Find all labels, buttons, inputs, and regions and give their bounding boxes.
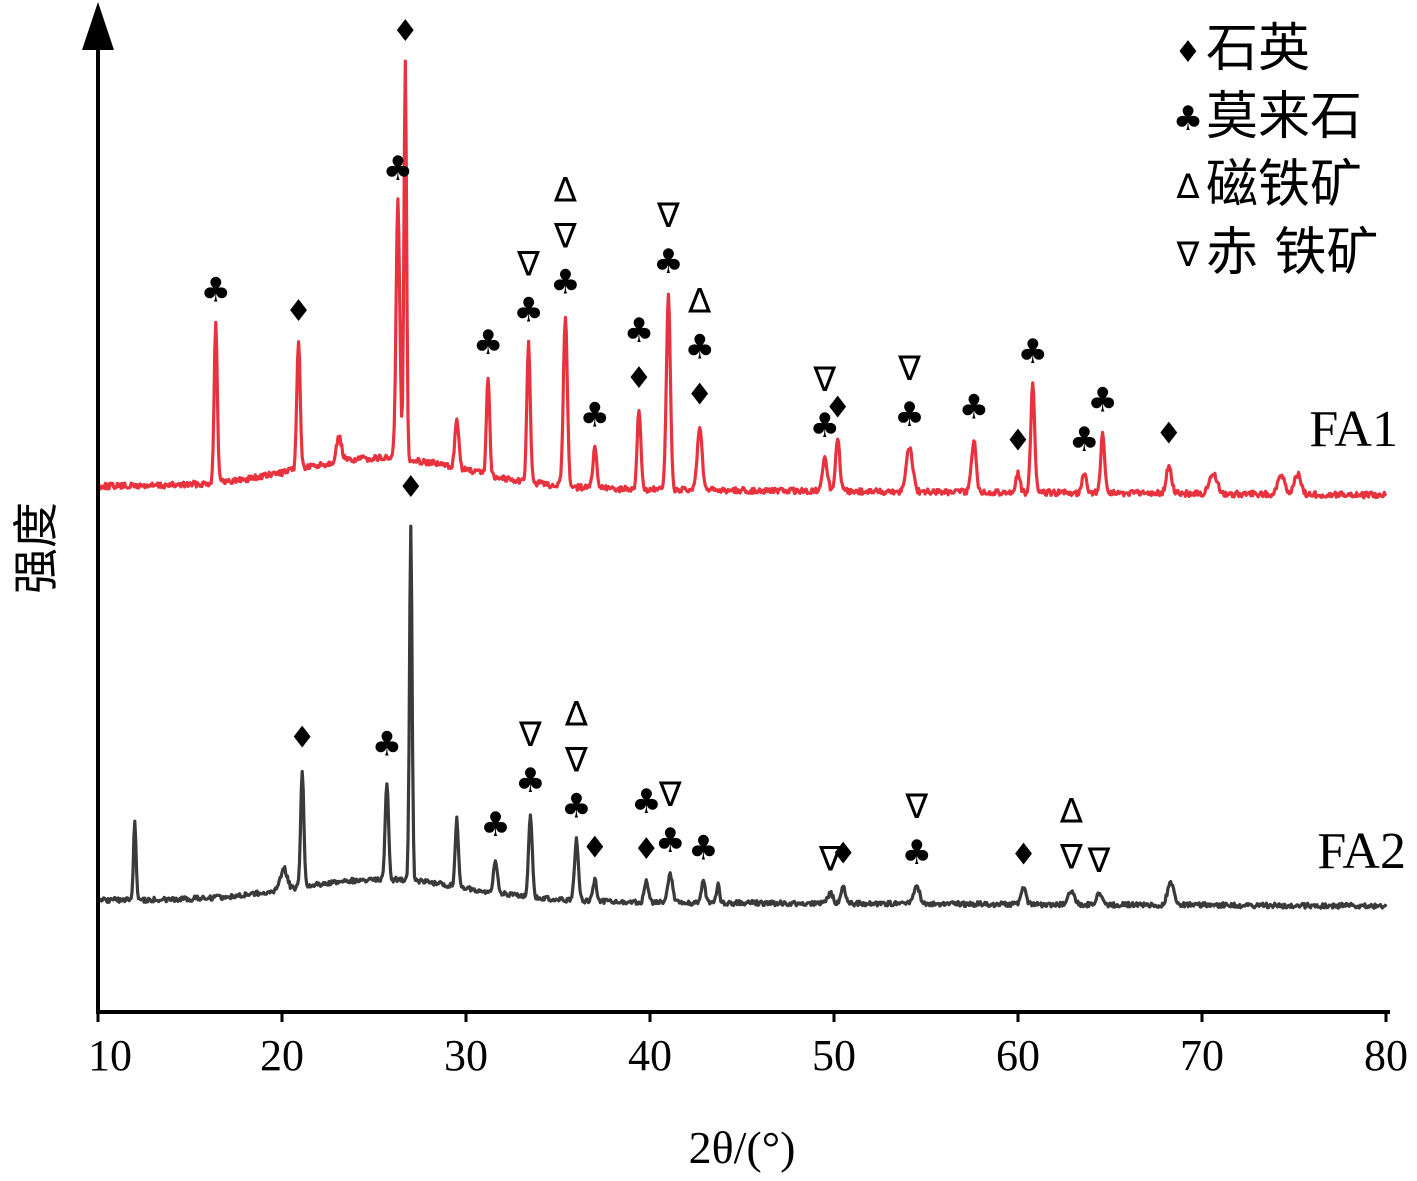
peak-marker: ♣ — [1087, 380, 1117, 420]
peak-marker: ♣ — [1017, 332, 1047, 372]
peak-marker: ♦ — [626, 361, 653, 396]
peak-marker: ∇ — [904, 787, 928, 827]
peak-marker: ♦ — [824, 390, 851, 425]
peak-marker: ♣ — [372, 724, 402, 764]
peak-marker: ♦ — [392, 14, 419, 49]
peak-marker: ♣ — [515, 761, 545, 801]
peak-marker: ♣ — [894, 395, 924, 435]
peak-marker: ∇ — [1087, 841, 1111, 881]
x-tick-label: 80 — [1364, 1031, 1408, 1080]
series-line-fa1 — [96, 59, 1388, 500]
peak-marker: ∇ — [553, 216, 577, 256]
peak-marker: ∆ — [687, 281, 711, 321]
peak-marker: ♦ — [686, 377, 713, 412]
legend-label: 莫来石 — [1206, 87, 1362, 147]
legend-symbol-icon: ∆ — [1176, 167, 1200, 207]
x-tick-label: 70 — [1180, 1031, 1224, 1080]
peak-marker: ∇ — [656, 196, 680, 236]
legend-label: 磁铁矿 — [1206, 155, 1362, 215]
x-tick-label: 60 — [996, 1031, 1040, 1080]
peak-marker: ♣ — [201, 271, 231, 311]
peak-marker: ♣ — [561, 787, 591, 827]
peak-marker: ∇ — [658, 775, 682, 815]
peak-marker: ♣ — [1069, 420, 1099, 460]
peak-marker: ♣ — [653, 242, 683, 282]
legend: ♦ 石英♣ 莫来石∆ 磁铁矿∇ 赤 铁矿 — [1173, 19, 1379, 283]
peak-marker: ♣ — [383, 149, 413, 189]
peak-marker: ∆ — [1059, 791, 1083, 831]
peak-marker: ∇ — [516, 244, 540, 284]
peak-marker: ∇ — [518, 715, 542, 755]
peak-marker: ♣ — [624, 311, 654, 351]
series-label-fa2: FA2 — [1317, 823, 1406, 880]
peak-markers: ♣♦♣♦♣♣∇ ♣∇∆♣♦♣♣∇♦♣∆♣∇♦ ♣∇♣♦♣♣♣♦♦ ♣♦♣♣∇♣∇∆♦ ♦… — [201, 14, 1183, 881]
y-axis-title: 强度 — [9, 502, 63, 594]
peak-marker: ♦ — [1005, 424, 1032, 459]
peak-marker: ♣ — [810, 406, 840, 446]
x-tick-label: 20 — [260, 1031, 304, 1080]
x-tick-label: 30 — [444, 1031, 488, 1080]
peak-marker: ♦ — [397, 470, 424, 505]
peak-marker: ♣ — [473, 323, 503, 363]
y-axis-arrow-icon — [82, 2, 114, 50]
peak-marker: ♣ — [513, 290, 543, 330]
legend-symbol-icon: ∇ — [1176, 235, 1200, 275]
peak-marker: ♣ — [631, 782, 661, 822]
x-tick-label: 40 — [628, 1031, 672, 1080]
peak-marker: ♣ — [902, 833, 932, 873]
peak-marker: ♦ — [289, 720, 316, 755]
x-tick-label: 10 — [88, 1031, 132, 1080]
legend-symbol-icon: ♦ — [1175, 35, 1202, 70]
plot-area: FA1 FA2 — [96, 59, 1406, 910]
legend-label: 赤 铁矿 — [1206, 223, 1379, 283]
peak-marker: ♦ — [633, 832, 660, 867]
peak-marker: ♦ — [830, 837, 857, 872]
peak-marker: ♦ — [581, 831, 608, 866]
x-tick-label: 50 — [812, 1031, 856, 1080]
peak-marker: ♣ — [959, 387, 989, 427]
axes — [82, 2, 1390, 1014]
peak-marker: ∇ — [1059, 837, 1083, 877]
peak-marker: ♣ — [688, 828, 718, 868]
peak-marker: ♣ — [550, 262, 580, 302]
peak-marker: ♣ — [684, 327, 714, 367]
x-axis-ticks: 10 20 30 40 50 60 70 80 — [88, 1012, 1408, 1080]
peak-marker: ∆ — [553, 170, 577, 210]
peak-marker: ∇ — [812, 360, 836, 400]
legend-label: 石英 — [1206, 19, 1310, 79]
peak-marker: ♦ — [1010, 838, 1037, 873]
peak-marker: ∆ — [564, 695, 588, 735]
peak-marker: ♣ — [580, 395, 610, 435]
legend-symbol-icon: ♣ — [1173, 99, 1203, 139]
peak-marker: ∇ — [564, 741, 588, 781]
peak-marker: ∇ — [818, 840, 842, 880]
peak-marker: ∇ — [897, 349, 921, 389]
peak-marker: ♣ — [655, 821, 685, 861]
x-axis-title: 2θ/(°) — [689, 1122, 796, 1173]
series-label-fa1: FA1 — [1309, 401, 1398, 458]
peak-marker: ♦ — [285, 294, 312, 329]
peak-marker: ♦ — [1155, 417, 1182, 452]
series-line-fa2 — [96, 524, 1388, 910]
peak-marker: ♣ — [480, 805, 510, 845]
